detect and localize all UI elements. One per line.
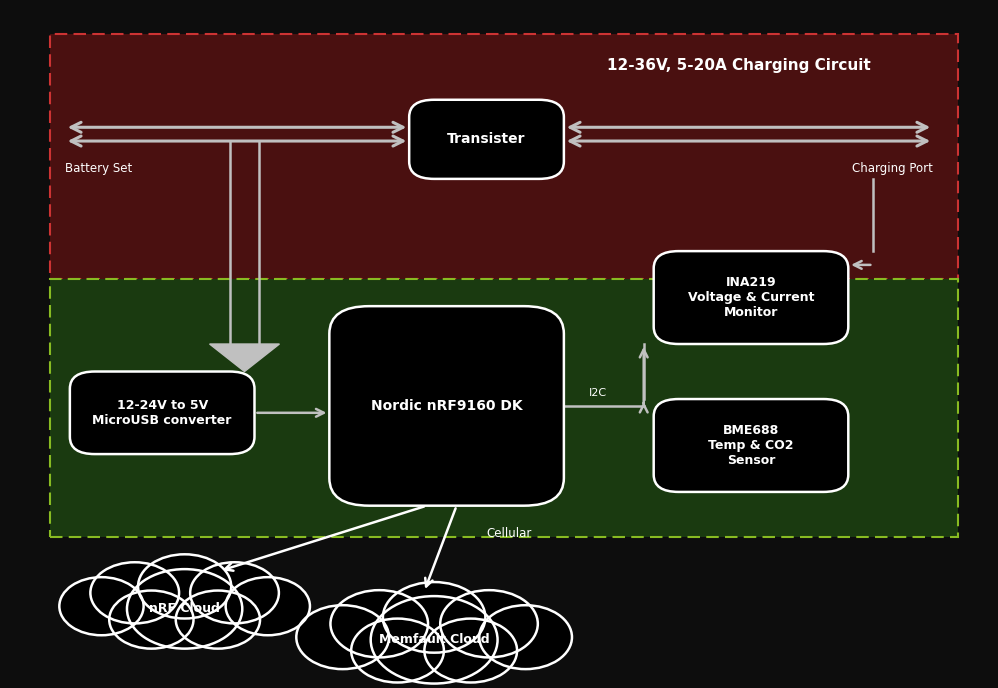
- Circle shape: [479, 605, 572, 669]
- Circle shape: [91, 562, 179, 623]
- Text: Memfault Cloud: Memfault Cloud: [379, 634, 489, 646]
- Circle shape: [226, 577, 310, 635]
- Polygon shape: [50, 279, 958, 537]
- Text: INA219
Voltage & Current
Monitor: INA219 Voltage & Current Monitor: [688, 276, 814, 319]
- Circle shape: [383, 582, 485, 653]
- Circle shape: [176, 590, 260, 649]
- Circle shape: [191, 562, 278, 623]
- Text: 12-24V to 5V
MicroUSB converter: 12-24V to 5V MicroUSB converter: [93, 399, 232, 427]
- Text: Nordic nRF9160 DK: Nordic nRF9160 DK: [371, 399, 522, 413]
- Circle shape: [138, 555, 232, 619]
- Circle shape: [370, 596, 498, 684]
- FancyBboxPatch shape: [654, 251, 848, 344]
- FancyBboxPatch shape: [70, 372, 254, 454]
- Circle shape: [440, 590, 538, 658]
- Circle shape: [351, 619, 444, 682]
- Text: Transister: Transister: [447, 132, 526, 147]
- Circle shape: [424, 619, 517, 682]
- Text: I2C: I2C: [589, 387, 607, 398]
- Circle shape: [127, 569, 243, 649]
- Text: nRF Cloud: nRF Cloud: [149, 603, 221, 615]
- Text: Charging Port: Charging Port: [852, 162, 933, 175]
- Text: Battery Set: Battery Set: [65, 162, 132, 175]
- Polygon shape: [50, 34, 958, 279]
- FancyBboxPatch shape: [409, 100, 564, 179]
- Circle shape: [109, 590, 194, 649]
- Text: BME688
Temp & CO2
Sensor: BME688 Temp & CO2 Sensor: [709, 424, 793, 467]
- Polygon shape: [210, 344, 279, 372]
- Circle shape: [59, 577, 144, 635]
- FancyBboxPatch shape: [654, 399, 848, 492]
- Text: Cellular: Cellular: [486, 527, 532, 539]
- Circle shape: [330, 590, 428, 658]
- FancyBboxPatch shape: [329, 306, 564, 506]
- Text: 12-36V, 5-20A Charging Circuit: 12-36V, 5-20A Charging Circuit: [607, 58, 870, 73]
- Circle shape: [296, 605, 389, 669]
